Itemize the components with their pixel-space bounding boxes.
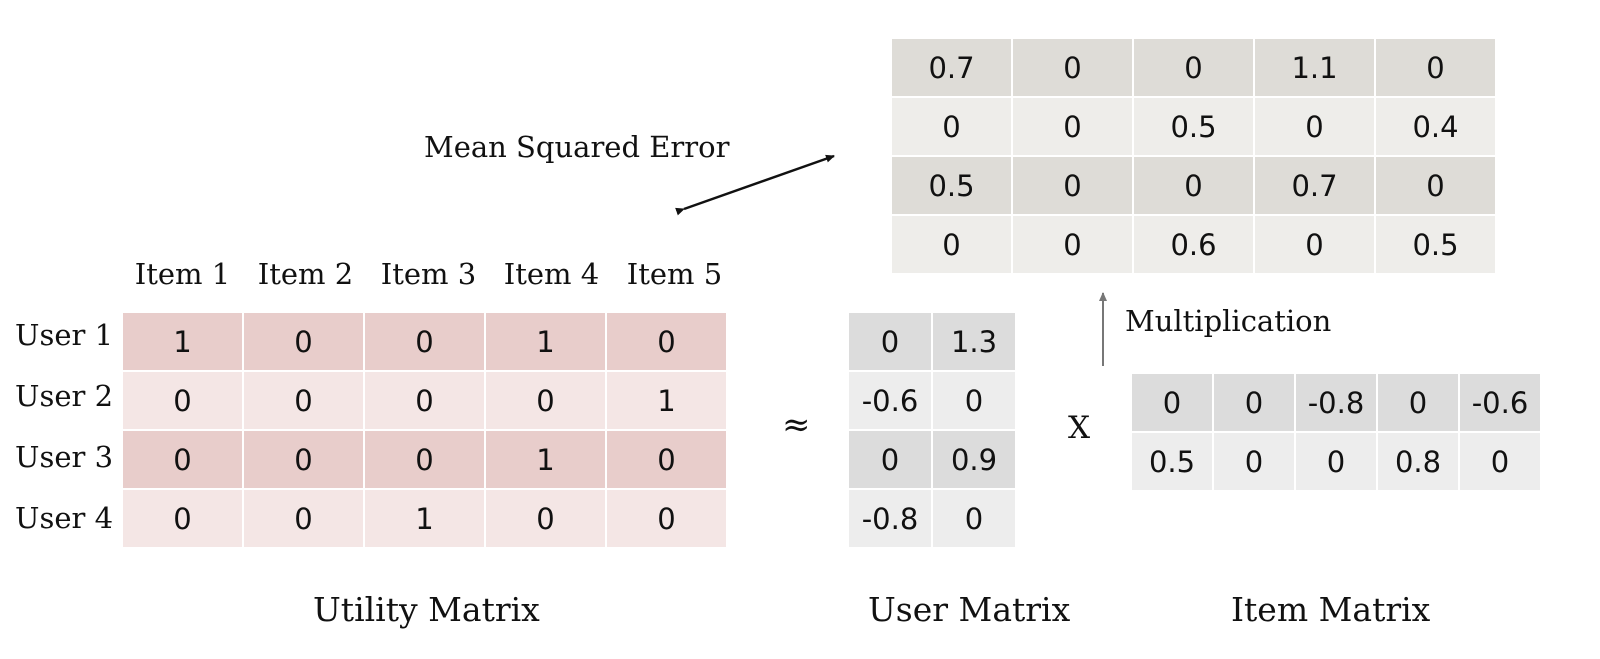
matrix-cell: 0 bbox=[121, 370, 244, 431]
matrix-cell: 1 bbox=[605, 370, 728, 431]
matrix-cell: 0.7 bbox=[890, 37, 1013, 98]
matrix-cell: 0 bbox=[242, 370, 365, 431]
matrix-cell: 0 bbox=[1132, 155, 1255, 216]
matrix-cell: 0 bbox=[121, 488, 244, 549]
matrix-cell: 0 bbox=[363, 429, 486, 490]
column-header: Item 5 bbox=[626, 257, 723, 291]
matrix-cell: 0 bbox=[890, 96, 1013, 157]
matrix-cell: 0.7 bbox=[1253, 155, 1376, 216]
matrix-row: 0.5 0 0 0.8 0 bbox=[1130, 431, 1542, 492]
matrix-cell: -0.8 bbox=[1294, 372, 1378, 433]
matrix-row: 0.7 0 0 1.1 0 bbox=[890, 37, 1497, 98]
matrix-cell: 0 bbox=[1374, 155, 1497, 216]
matrix-cell: 0 bbox=[605, 429, 728, 490]
approx-symbol: ≈ bbox=[782, 405, 811, 445]
matrix-cell: 0 bbox=[931, 370, 1017, 431]
matrix-row: 0 0 0.5 0 0.4 bbox=[890, 96, 1497, 157]
matrix-cell: 0 bbox=[1132, 37, 1255, 98]
matrix-cell: 1 bbox=[363, 488, 486, 549]
matrix-cell: 0 bbox=[847, 311, 933, 372]
matrix-cell: 0 bbox=[242, 311, 365, 372]
matrix-cell: 0.4 bbox=[1374, 96, 1497, 157]
matrix-cell: 0 bbox=[1212, 372, 1296, 433]
matrix-cell: 0 bbox=[1011, 37, 1134, 98]
matrix-cell: 0.9 bbox=[931, 429, 1017, 490]
row-header: User 2 bbox=[15, 379, 114, 413]
matrix-cell: 0 bbox=[1374, 37, 1497, 98]
matrix-cell: 1.1 bbox=[1253, 37, 1376, 98]
matrix-cell: 0.5 bbox=[1130, 431, 1214, 492]
matrix-cell: 0 bbox=[1253, 96, 1376, 157]
matrix-row: 0 0 0.6 0 0.5 bbox=[890, 214, 1497, 275]
times-symbol: X bbox=[1068, 410, 1091, 446]
matrix-row: 0.5 0 0 0.7 0 bbox=[890, 155, 1497, 216]
matrix-cell: 0 bbox=[1011, 96, 1134, 157]
matrix-cell: 1 bbox=[484, 311, 607, 372]
matrix-cell: 0 bbox=[1458, 431, 1542, 492]
matrix-cell: 0.5 bbox=[890, 155, 1013, 216]
matrix-cell: 0.5 bbox=[1374, 214, 1497, 275]
matrix-cell: 0 bbox=[242, 429, 365, 490]
user-matrix: 0 1.3 -0.6 0 0 0.9 -0.8 0 bbox=[847, 311, 1017, 549]
column-header: Item 1 bbox=[134, 257, 231, 291]
column-header: Item 2 bbox=[257, 257, 354, 291]
matrix-cell: 1 bbox=[121, 311, 244, 372]
matrix-cell: 0 bbox=[1212, 431, 1296, 492]
matrix-cell: 0 bbox=[931, 488, 1017, 549]
matrix-cell: 0 bbox=[121, 429, 244, 490]
matrix-cell: -0.6 bbox=[1458, 372, 1542, 433]
matrix-cell: 0 bbox=[605, 488, 728, 549]
matrix-cell: 0 bbox=[1130, 372, 1214, 433]
matrix-cell: 0.8 bbox=[1376, 431, 1460, 492]
mse-label: Mean Squared Error bbox=[424, 130, 730, 164]
matrix-cell: 1.3 bbox=[931, 311, 1017, 372]
item-matrix-caption: Item Matrix bbox=[1231, 590, 1431, 629]
matrix-cell: 0 bbox=[1253, 214, 1376, 275]
row-header: User 4 bbox=[15, 501, 114, 535]
item-matrix: 0 0 -0.8 0 -0.6 0.5 0 0 0.8 0 bbox=[1130, 372, 1542, 492]
matrix-cell: 0 bbox=[1011, 155, 1134, 216]
matrix-row: 0 0.9 bbox=[847, 429, 1017, 490]
matrix-cell: 1 bbox=[484, 429, 607, 490]
matrix-cell: 0 bbox=[363, 311, 486, 372]
matrix-cell: 0 bbox=[363, 370, 486, 431]
row-header: User 1 bbox=[15, 318, 114, 352]
matrix-cell: 0 bbox=[847, 429, 933, 490]
result-matrix: 0.7 0 0 1.1 0 0 0 0.5 0 0.4 0.5 0 0 0.7 0 0 0 0.6 0 0.5 bbox=[890, 37, 1497, 275]
matrix-cell: -0.6 bbox=[847, 370, 933, 431]
matrix-cell: 0 bbox=[1376, 372, 1460, 433]
matrix-row: -0.8 0 bbox=[847, 488, 1017, 549]
user-matrix-caption: User Matrix bbox=[868, 590, 1071, 629]
matrix-cell: 0 bbox=[1294, 431, 1378, 492]
matrix-cell: 0.6 bbox=[1132, 214, 1255, 275]
matrix-row: 0 1.3 bbox=[847, 311, 1017, 372]
matrix-cell: 0 bbox=[1011, 214, 1134, 275]
matrix-row: -0.6 0 bbox=[847, 370, 1017, 431]
column-header: Item 4 bbox=[503, 257, 600, 291]
row-header: User 3 bbox=[15, 440, 114, 474]
matrix-row: 0 0 -0.8 0 -0.6 bbox=[1130, 372, 1542, 433]
matrix-cell: 0 bbox=[484, 370, 607, 431]
matrix-cell: 0.5 bbox=[1132, 96, 1255, 157]
matrix-cell: 0 bbox=[605, 311, 728, 372]
utility-matrix-caption: Utility Matrix bbox=[313, 590, 540, 629]
matrix-cell: 0 bbox=[890, 214, 1013, 275]
matrix-cell: -0.8 bbox=[847, 488, 933, 549]
multiplication-label: Multiplication bbox=[1125, 304, 1332, 338]
matrix-cell: 0 bbox=[242, 488, 365, 549]
column-header: Item 3 bbox=[380, 257, 477, 291]
matrix-cell: 0 bbox=[484, 488, 607, 549]
